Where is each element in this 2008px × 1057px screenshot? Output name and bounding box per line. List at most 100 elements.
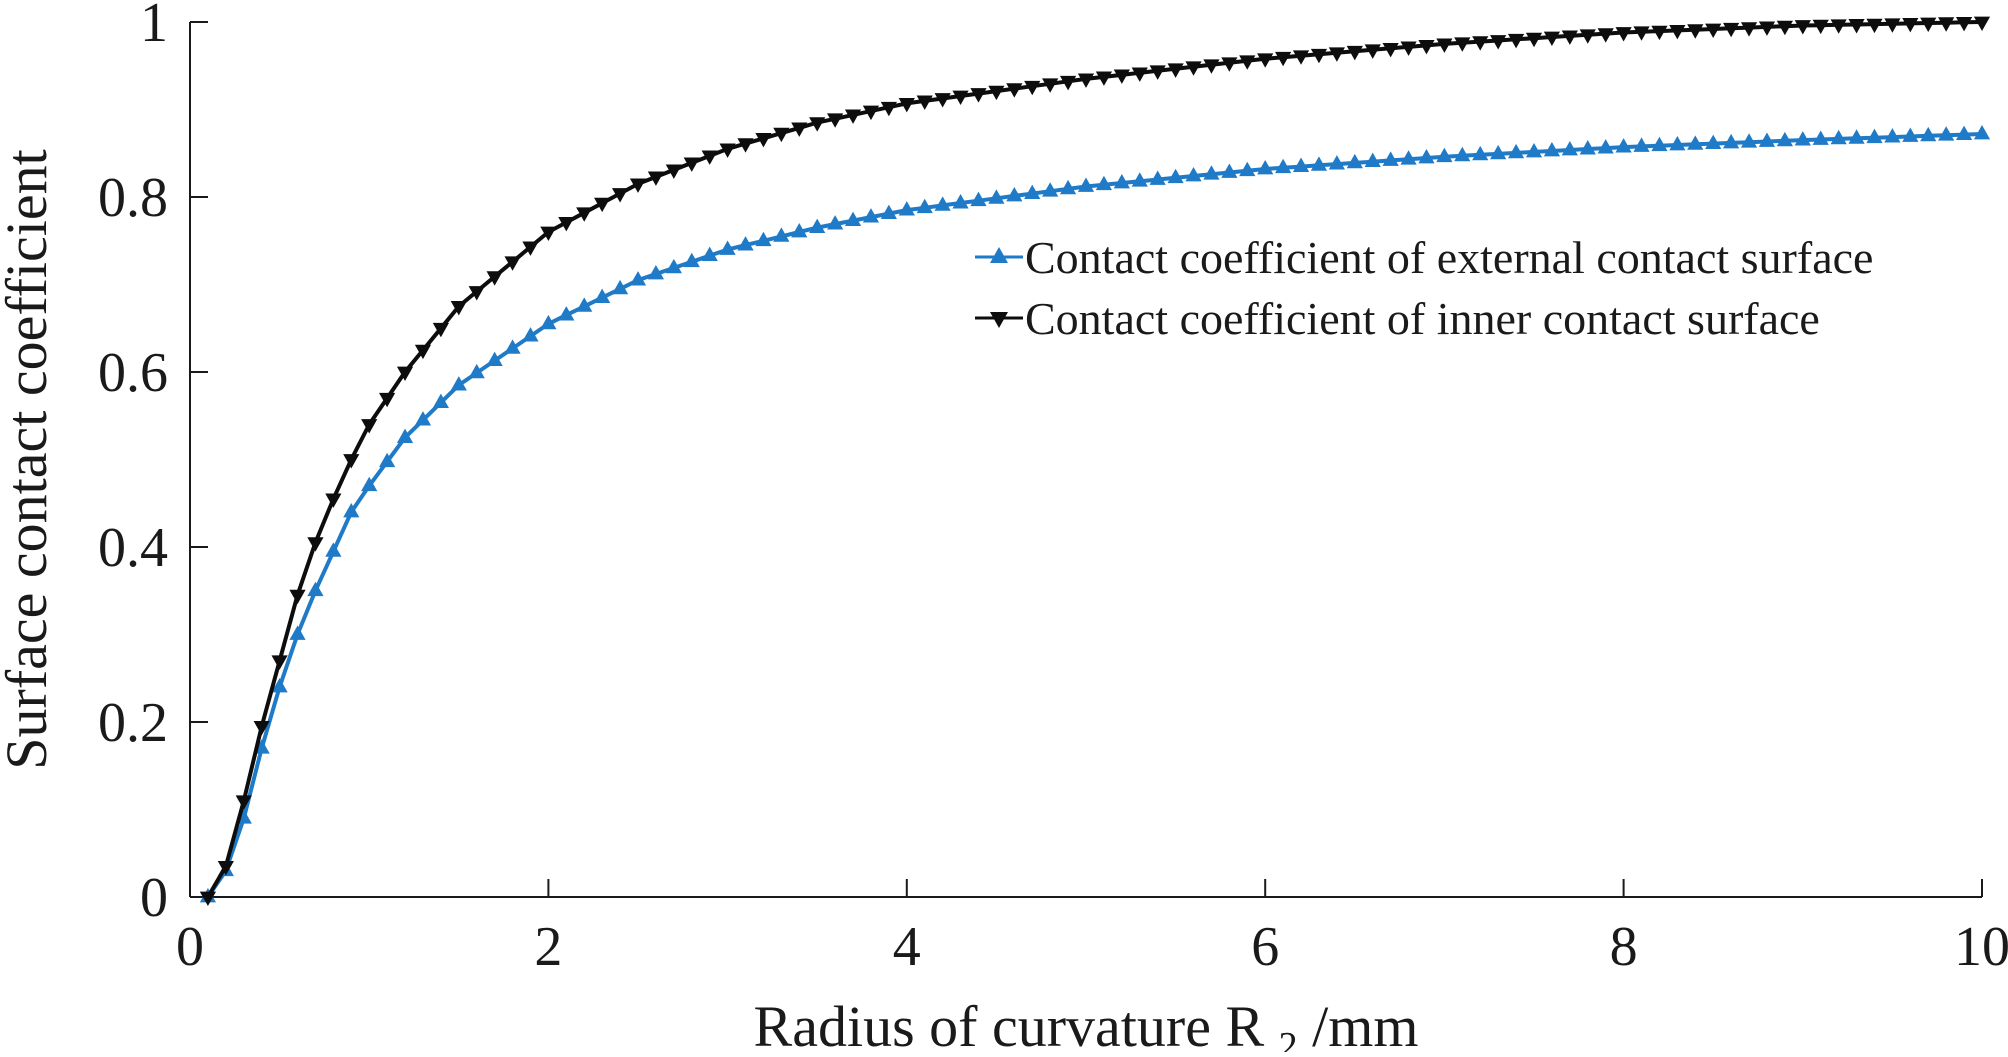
data-point-marker: [1436, 147, 1453, 163]
data-point-marker: [1597, 28, 1614, 43]
data-point-marker: [307, 537, 324, 552]
data-point-marker: [1292, 50, 1310, 65]
series-line: [206, 20, 1983, 899]
data-point-marker: [1669, 136, 1686, 151]
data-point-marker: [1633, 26, 1650, 41]
legend-label-external: Contact coefficient of external contact …: [1025, 232, 1873, 283]
data-point-marker: [1257, 160, 1274, 175]
data-point-marker: [755, 132, 772, 148]
data-point-marker: [1848, 19, 1865, 34]
data-point-marker: [307, 581, 324, 597]
series-line: [206, 132, 1983, 899]
data-point-marker: [1543, 141, 1561, 157]
data-point-marker: [1095, 175, 1113, 191]
data-point-marker: [611, 279, 629, 295]
data-point-marker: [1328, 47, 1345, 62]
data-point-marker: [504, 339, 521, 354]
axes: [189, 22, 1982, 898]
data-point-marker: [217, 860, 234, 876]
data-point-marker: [1364, 44, 1381, 59]
data-point-marker: [773, 127, 790, 143]
data-point-marker: [1866, 128, 1883, 144]
data-point-marker: [1310, 156, 1328, 171]
data-point-marker: [1113, 174, 1130, 189]
data-point-marker: [1955, 16, 1973, 32]
data-point-marker: [1221, 163, 1238, 178]
data-point-marker: [1400, 41, 1417, 56]
data-point-marker: [379, 392, 396, 408]
data-point-marker: [325, 542, 342, 557]
data-point-marker: [1364, 152, 1381, 168]
data-point-marker: [1615, 138, 1632, 153]
data-point-marker: [486, 351, 503, 367]
y-tick-label: 0.4: [98, 517, 168, 579]
data-point-marker: [540, 314, 557, 330]
data-point-marker: [665, 258, 682, 274]
data-point-marker: [1006, 186, 1023, 202]
legend-label-inner: Contact coefficient of inner contact sur…: [1025, 293, 1820, 344]
data-point-marker: [1382, 42, 1399, 58]
data-point-marker: [1938, 126, 1955, 141]
data-point-marker: [1418, 39, 1435, 55]
data-point-marker: [235, 795, 252, 810]
data-point-marker: [827, 113, 844, 128]
data-point-marker: [253, 720, 270, 736]
data-point-marker: [683, 252, 700, 268]
data-point-marker: [396, 428, 414, 444]
data-point-marker: [1740, 133, 1758, 148]
data-point-marker: [1848, 129, 1865, 144]
data-point-marker: [970, 88, 987, 103]
x-tick-label: 4: [893, 916, 921, 978]
x-axis-title-subscript: 2: [1279, 1025, 1298, 1052]
data-point-marker: [522, 241, 539, 256]
data-point-marker: [1185, 61, 1202, 76]
data-point-marker: [1758, 132, 1776, 147]
data-point-marker: [1418, 148, 1435, 164]
data-point-marker: [1776, 131, 1793, 147]
data-point-marker: [558, 306, 575, 321]
data-point-marker: [719, 143, 736, 158]
data-point-marker: [1310, 48, 1328, 64]
data-point-marker: [540, 226, 557, 241]
data-point-marker: [898, 201, 915, 216]
data-point-marker: [880, 101, 897, 117]
data-point-marker: [880, 204, 897, 220]
data-point-marker: [844, 211, 862, 227]
data-point-marker: [1687, 135, 1704, 150]
data-point-marker: [755, 231, 772, 247]
data-point-marker: [1006, 83, 1023, 98]
data-point-marker: [361, 476, 378, 492]
data-point-marker: [1131, 172, 1148, 187]
x-axis-title-text: Radius of curvature: [754, 994, 1211, 1052]
data-point-marker: [1490, 144, 1507, 160]
data-point-marker: [1615, 27, 1632, 42]
data-point-marker: [1042, 78, 1059, 93]
data-point-marker: [1955, 125, 1973, 141]
data-point-marker: [934, 93, 951, 108]
data-point-marker: [1059, 179, 1077, 195]
data-point-marker: [343, 454, 360, 469]
data-point-marker: [791, 122, 808, 137]
data-point-marker: [844, 109, 862, 124]
data-point-marker: [1812, 130, 1829, 145]
data-point-marker: [1723, 133, 1740, 149]
data-point-marker: [1203, 165, 1220, 180]
data-point-marker: [1113, 69, 1130, 84]
data-point-marker: [629, 271, 647, 286]
data-point-marker: [1077, 73, 1095, 88]
legend-marker-external: [990, 247, 1008, 263]
x-axis-title-symbol: R: [1225, 994, 1264, 1052]
data-point-marker: [450, 376, 467, 391]
data-point-marker: [862, 208, 880, 223]
series-inner: [199, 16, 1991, 906]
y-ticks: 0 0.2 0.4 0.6 0.8 1: [98, 0, 208, 929]
y-tick-label: 0.6: [98, 342, 168, 404]
data-point-marker: [1830, 129, 1847, 145]
data-point-marker: [1077, 177, 1095, 192]
data-point-marker: [1902, 18, 1919, 33]
data-point-marker: [1597, 139, 1614, 154]
data-point-marker: [594, 288, 611, 304]
data-point-marker: [916, 198, 933, 214]
y-axis-title: Surface contact coefficient: [0, 149, 59, 769]
